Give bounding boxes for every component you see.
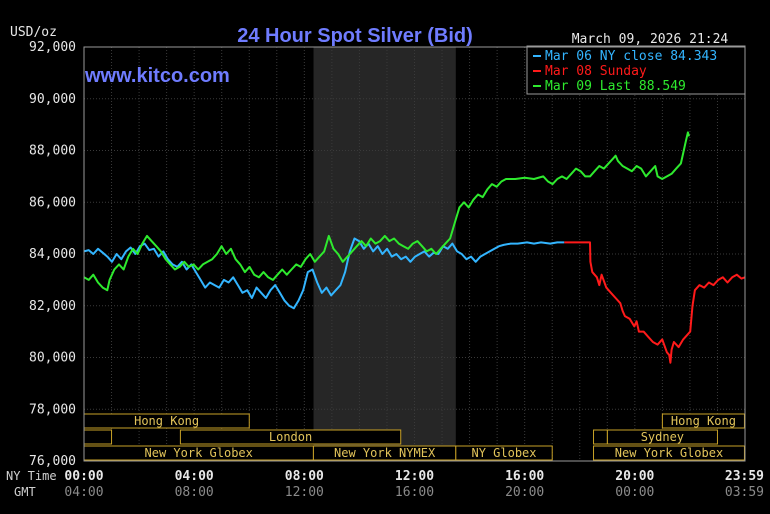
series-sunday-line	[564, 241, 746, 364]
session-bar-bar	[593, 429, 608, 445]
y-tick-label: 82,000	[29, 299, 76, 314]
x-tick-label-ny: 12:00	[395, 469, 434, 484]
session-hong-kong-bar	[661, 413, 745, 429]
series-layer	[83, 131, 746, 364]
legend: Mar 06 NY close 84.343 Mar 08 Sunday Mar…	[526, 45, 746, 95]
series-ny-close-line	[83, 237, 565, 310]
y-tick-label: 78,000	[29, 402, 76, 417]
x-tick-label-gmt: 16:00	[395, 485, 434, 500]
session-bar-bar	[83, 429, 113, 445]
session-ny-globex-bar	[455, 445, 553, 461]
y-tick-label: 80,000	[29, 351, 76, 366]
x-tick-label-ny: 20:00	[615, 469, 654, 484]
watermark: www.kitco.com	[84, 65, 230, 87]
plot-border	[83, 46, 746, 462]
x-axis-label-ny: NY Time	[6, 469, 57, 483]
x-tick-label-gmt: 08:00	[175, 485, 214, 500]
session-bars-layer: Hong Kong Hong Kong London Sydney New York G…	[83, 413, 745, 461]
x-tick-label-gmt: 20:00	[505, 485, 544, 500]
session-hong-kong-label: Hong Kong	[134, 414, 199, 428]
session-sydney-label: Sydney	[641, 430, 684, 444]
x-tick-label-gmt: 03:59	[725, 485, 764, 500]
x-axis-label-gmt: GMT	[14, 485, 36, 499]
session-new-york-globex-label: New York Globex	[145, 446, 253, 460]
x-tick-label-ny: 08:00	[285, 469, 324, 484]
x-tick-label-ny: 04:00	[175, 469, 214, 484]
y-tick-label: 86,000	[29, 195, 76, 210]
axis-text-layer: 76,000 78,000 80,000 82,000 84,000 86,000 88,0…	[29, 40, 764, 500]
x-tick-label-ny: 23:59	[725, 469, 764, 484]
legend-item-sunday: Mar 08 Sunday	[545, 64, 647, 79]
x-tick-label-gmt: 00:00	[615, 485, 654, 500]
y-tick-label: 84,000	[29, 247, 76, 262]
x-tick-label-ny: 00:00	[64, 469, 103, 484]
x-tick-label-ny: 16:00	[505, 469, 544, 484]
y-tick-label: 76,000	[29, 454, 76, 469]
y-tick-label: 92,000	[29, 40, 76, 55]
legend-item-last: Mar 09 Last 88.549	[545, 79, 686, 94]
session-new-york-nymex-label: New York NYMEX	[334, 446, 436, 460]
series-last-line	[83, 131, 690, 292]
x-tick-label-gmt: 12:00	[285, 485, 324, 500]
session-hong-kong-label: Hong Kong	[671, 414, 736, 428]
session-ny-globex-label: NY Globex	[471, 446, 536, 460]
y-tick-label: 90,000	[29, 92, 76, 107]
session-new-york-globex-bar	[593, 445, 745, 461]
x-tick-label-gmt: 04:00	[64, 485, 103, 500]
legend-item-ny-close: Mar 06 NY close 84.343	[545, 49, 717, 64]
session-london-label: London	[269, 430, 312, 444]
session-london-bar	[179, 429, 402, 445]
y-axis-unit: USD/oz	[10, 25, 57, 40]
session-new-york-globex-label: New York Globex	[615, 446, 723, 460]
grid-layer	[84, 46, 745, 462]
chart-title: 24 Hour Spot Silver (Bid)	[237, 25, 473, 47]
legend-box	[526, 45, 746, 95]
timestamp: March 09, 2026 21:24	[572, 32, 729, 47]
y-tick-label: 88,000	[29, 144, 76, 159]
